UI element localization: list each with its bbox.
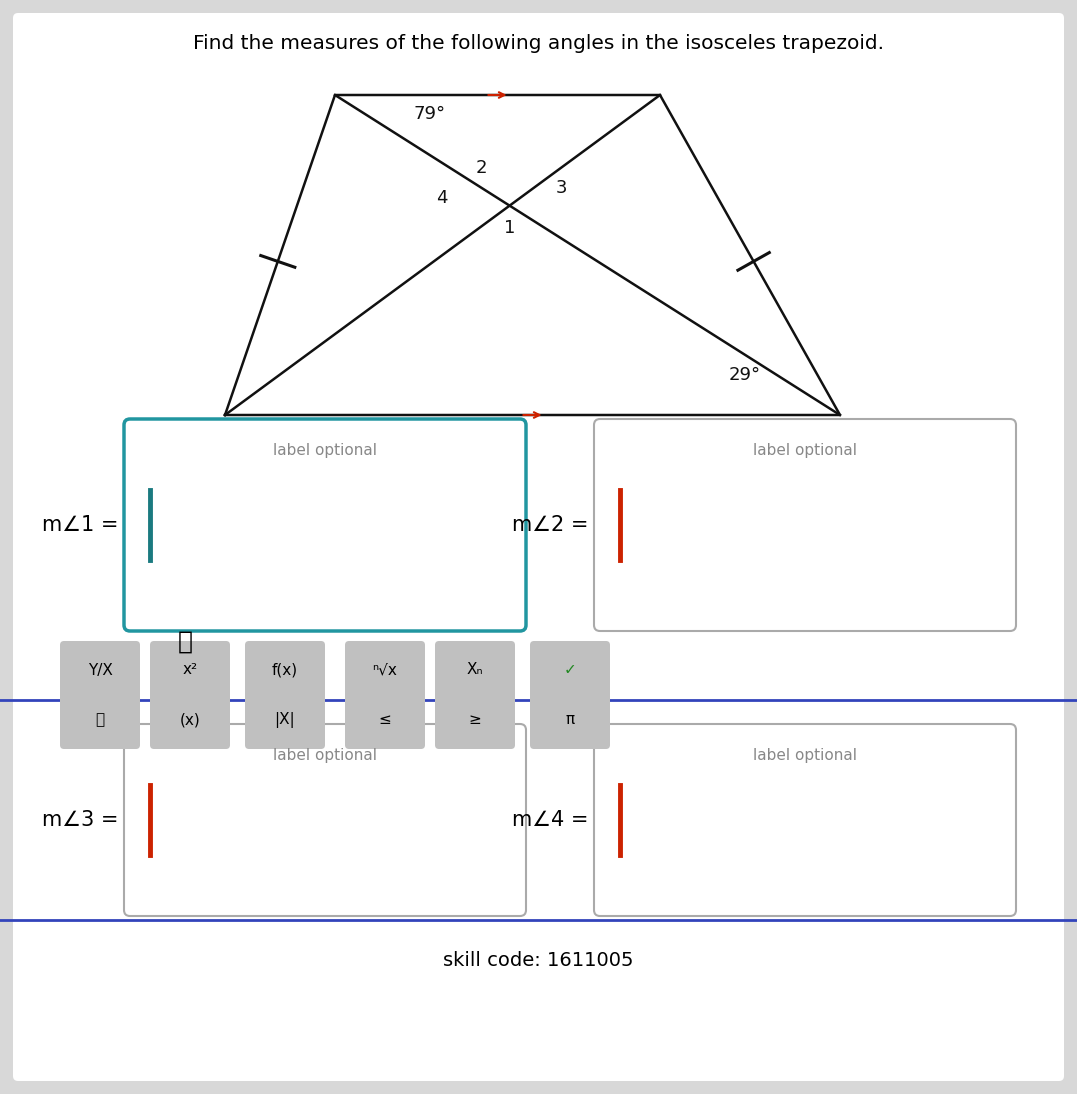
- Text: ≥: ≥: [468, 712, 481, 728]
- FancyBboxPatch shape: [244, 641, 325, 699]
- Text: label optional: label optional: [272, 748, 377, 763]
- Text: 29°: 29°: [729, 366, 761, 384]
- Text: x²: x²: [182, 663, 197, 677]
- Text: m∠1 =: m∠1 =: [42, 515, 118, 535]
- Text: |X|: |X|: [275, 712, 295, 728]
- Text: 🦋: 🦋: [178, 630, 193, 654]
- FancyBboxPatch shape: [124, 419, 526, 631]
- FancyBboxPatch shape: [595, 724, 1016, 916]
- FancyBboxPatch shape: [435, 641, 515, 699]
- FancyBboxPatch shape: [60, 641, 140, 699]
- Text: Xₙ: Xₙ: [466, 663, 484, 677]
- Text: skill code: 1611005: skill code: 1611005: [444, 951, 633, 969]
- FancyBboxPatch shape: [244, 691, 325, 749]
- FancyBboxPatch shape: [530, 691, 610, 749]
- Text: 4: 4: [436, 188, 447, 207]
- Text: π: π: [565, 712, 574, 728]
- Text: f(x): f(x): [271, 663, 298, 677]
- Text: m∠4 =: m∠4 =: [512, 810, 588, 830]
- FancyBboxPatch shape: [595, 419, 1016, 631]
- Text: ≤: ≤: [379, 712, 391, 728]
- Text: 🗑: 🗑: [96, 712, 104, 728]
- Text: ⁿ√x: ⁿ√x: [373, 663, 397, 677]
- FancyBboxPatch shape: [345, 691, 425, 749]
- FancyBboxPatch shape: [150, 641, 230, 699]
- Text: m∠3 =: m∠3 =: [42, 810, 118, 830]
- Text: label optional: label optional: [753, 443, 857, 458]
- FancyBboxPatch shape: [60, 691, 140, 749]
- Text: 2: 2: [476, 159, 488, 176]
- FancyBboxPatch shape: [13, 13, 1064, 1081]
- Text: Y/X: Y/X: [87, 663, 112, 677]
- FancyBboxPatch shape: [345, 641, 425, 699]
- FancyBboxPatch shape: [124, 724, 526, 916]
- Text: 79°: 79°: [414, 105, 446, 123]
- Text: label optional: label optional: [753, 748, 857, 763]
- Text: ✓: ✓: [563, 663, 576, 677]
- Text: label optional: label optional: [272, 443, 377, 458]
- Text: (x): (x): [180, 712, 200, 728]
- Text: 3: 3: [556, 178, 568, 197]
- Text: Find the measures of the following angles in the isosceles trapezoid.: Find the measures of the following angle…: [193, 34, 884, 54]
- Text: 1: 1: [504, 219, 515, 236]
- Text: m∠2 =: m∠2 =: [512, 515, 588, 535]
- FancyBboxPatch shape: [150, 691, 230, 749]
- FancyBboxPatch shape: [530, 641, 610, 699]
- FancyBboxPatch shape: [435, 691, 515, 749]
